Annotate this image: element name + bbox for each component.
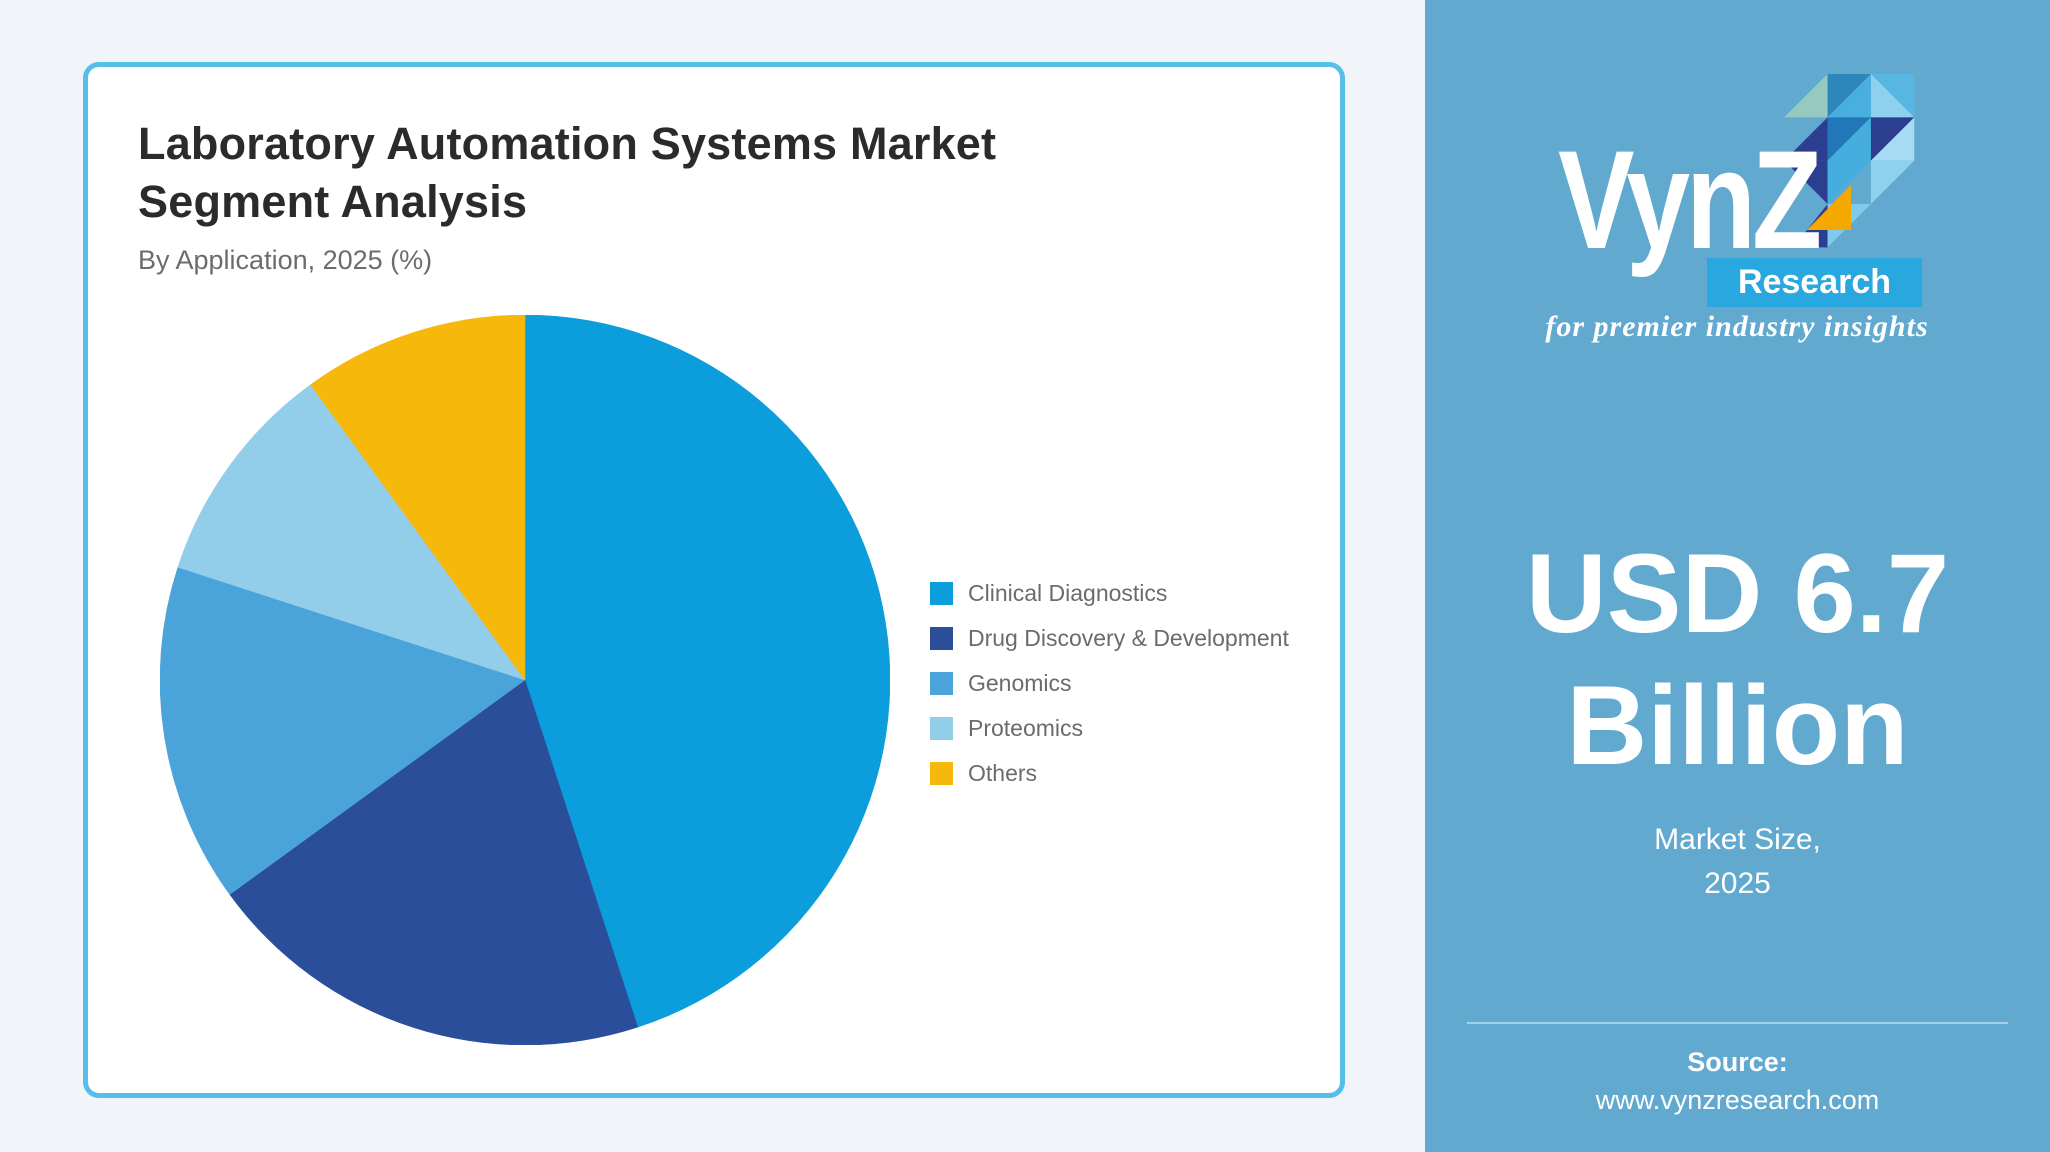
legend-item: Clinical Diagnostics: [930, 580, 1289, 606]
sidebar: VynZ Research for premier industry insig…: [1425, 0, 2050, 1152]
pie-slice: [524, 315, 890, 1028]
legend-label: Others: [968, 760, 1038, 786]
sidebar-divider: [1467, 1022, 2008, 1024]
chart-subtitle: By Application, 2025 (%): [138, 245, 433, 275]
market-size-value-line1: USD 6.7: [1525, 531, 1950, 656]
source-url-link[interactable]: www.vynzresearch.com: [1595, 1084, 1880, 1115]
logo-tagline: for premier industry insights: [1545, 310, 1929, 343]
legend-swatch-icon: [930, 717, 953, 740]
legend-item: Genomics: [930, 670, 1289, 696]
market-size-value: USD 6.7 Billion: [1425, 528, 2050, 792]
legend-item: Drug Discovery & Development: [930, 625, 1289, 651]
pie-slice: [177, 384, 526, 681]
chart-title: Laboratory Automation Systems Market Segm…: [138, 115, 996, 230]
pie-slice: [310, 315, 526, 681]
pie-slice: [229, 679, 639, 1045]
legend-label: Genomics: [968, 670, 1072, 696]
market-size-label: Market Size, 2025: [1425, 818, 2050, 905]
source-block: Source: www.vynzresearch.com: [1425, 1044, 2050, 1120]
market-size-value-line2: Billion: [1566, 663, 1909, 789]
legend-item: Proteomics: [930, 715, 1289, 741]
legend-item: Others: [930, 760, 1289, 786]
chart-title-line1: Laboratory Automation Systems Market: [138, 118, 997, 169]
legend-label: Drug Discovery & Development: [968, 625, 1289, 651]
legend-label: Clinical Diagnostics: [968, 580, 1168, 606]
legend-swatch-icon: [930, 627, 953, 650]
market-size-label-line1: Market Size,: [1654, 823, 1821, 856]
logo-brand-text: VynZ: [1558, 121, 1822, 278]
legend-swatch-icon: [930, 582, 953, 605]
legend-swatch-icon: [930, 672, 953, 695]
legend: Clinical Diagnostics Drug Discovery & Dev…: [930, 580, 1289, 807]
logo-research-badge: Research: [1707, 258, 1922, 307]
chart-title-line2: Segment Analysis: [138, 175, 528, 227]
legend-label: Proteomics: [968, 715, 1084, 741]
pie-slice: [160, 566, 526, 895]
legend-swatch-icon: [930, 762, 953, 785]
market-size-label-line2: 2025: [1704, 866, 1771, 900]
chart-card: Laboratory Automation Systems Market Segm…: [83, 62, 1345, 1098]
logo-arrow-mosaic-icon: [1784, 74, 1915, 248]
pie-chart: [160, 315, 890, 1045]
source-label: Source:: [1687, 1047, 1788, 1077]
